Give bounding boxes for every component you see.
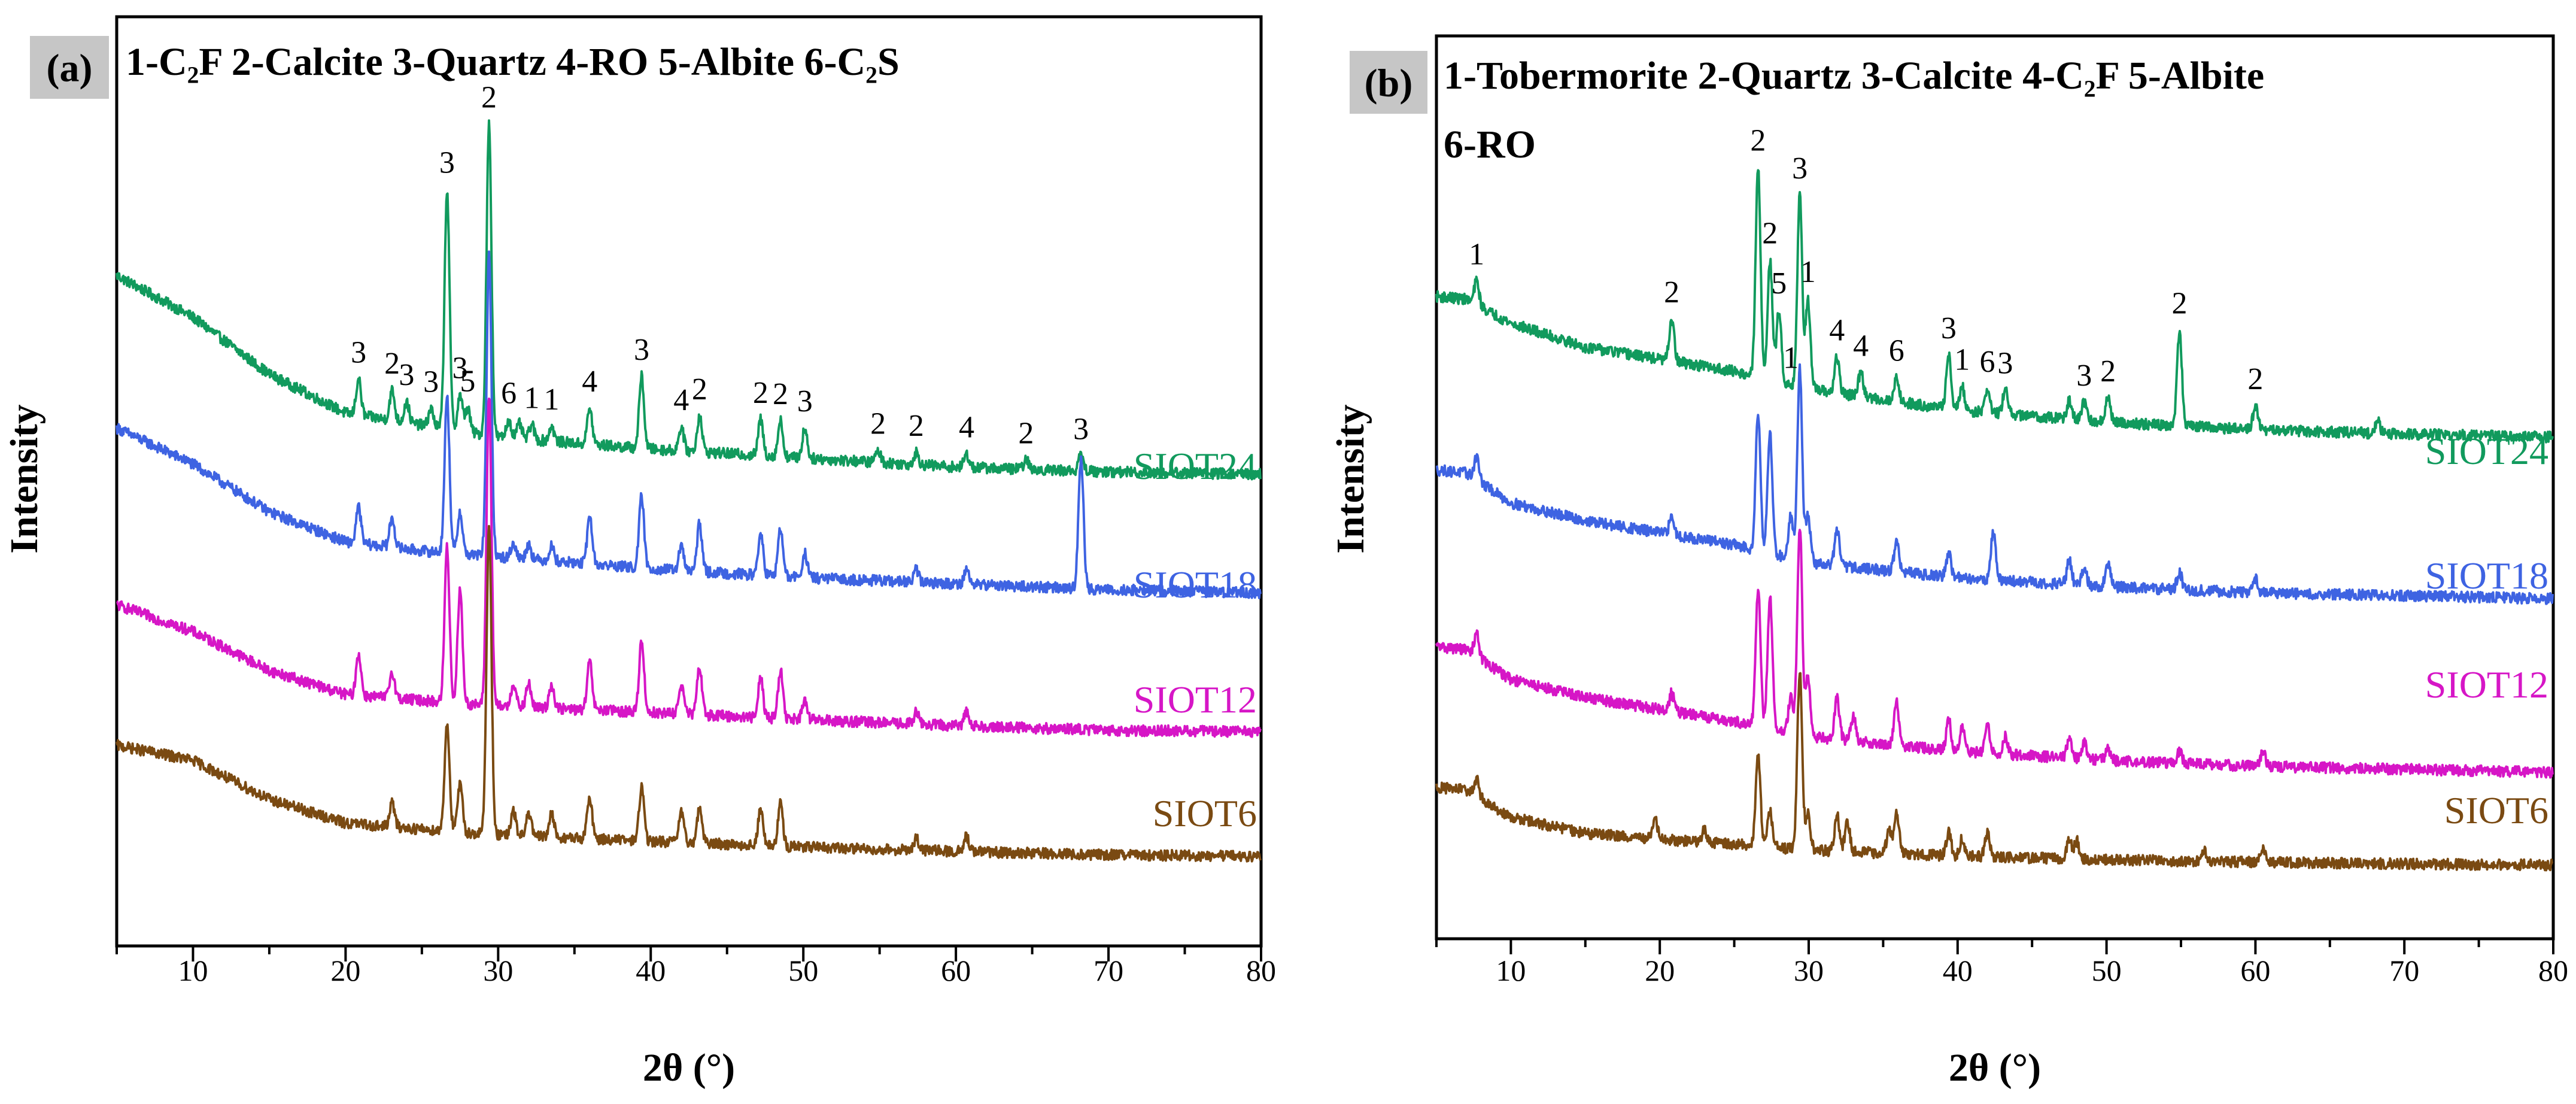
- x-tick-label: 10: [1496, 954, 1526, 987]
- peak-annotation: 3: [797, 384, 813, 418]
- series-line-siot6: [1435, 672, 2553, 872]
- x-tick-label: 70: [2389, 954, 2419, 987]
- peak-annotation: 1: [1469, 237, 1484, 271]
- x-tick-label: 50: [788, 954, 818, 987]
- series-label-siot12: SIOT12: [1134, 678, 1257, 721]
- x-tick-label: 30: [1794, 954, 1824, 987]
- x-tick-label: 80: [1246, 954, 1276, 987]
- series-line-siot18: [1435, 363, 2554, 605]
- peak-annotation: 1: [1800, 255, 1816, 289]
- peak-annotation: 4: [1829, 314, 1845, 348]
- series-line-siot18: [116, 250, 1262, 599]
- peak-annotation: 2: [692, 372, 707, 407]
- panel-a: 10 20 30 40 50 60 70 80 2θ (°) Intensity (a) 1-C₂F …: [2, 15, 1276, 1090]
- x-tick-label: 20: [1645, 954, 1675, 987]
- x-tick-label: 60: [941, 954, 971, 987]
- peak-annotation: 2: [1664, 275, 1679, 310]
- peak-annotation: 6: [1889, 334, 1904, 368]
- x-tick-label: 10: [178, 954, 208, 987]
- phase-legend-line: 1-C₂F 2-Calcite 3-Quartz 4-RO 5-Albite 6…: [126, 40, 900, 84]
- peak-annotation: 2: [2100, 354, 2116, 389]
- peak-annotation: 2: [1762, 216, 1778, 250]
- y-axis-label: Intensity: [2, 404, 46, 553]
- peak-annotation: 3: [439, 146, 455, 180]
- peak-annotation: 3: [2076, 359, 2092, 393]
- series-line-siot24: [116, 119, 1262, 481]
- x-tick-label: 40: [636, 954, 666, 987]
- plot-frame: [115, 15, 1263, 948]
- peak-annotation: 5: [1771, 266, 1787, 301]
- peak-annotation: 2: [773, 377, 788, 411]
- series-label-siot12: SIOT12: [2425, 663, 2548, 706]
- x-tick-label: 40: [1943, 954, 1973, 987]
- series-label-siot24: SIOT24: [2425, 430, 2548, 472]
- phase-legend-line: 1-Tobermorite 2-Quartz 3-Calcite 4-C₂F 5…: [1444, 54, 2264, 98]
- panel-tag-background: [1350, 51, 1427, 114]
- panel-tag: (b): [1365, 62, 1413, 105]
- peak-annotation: 5: [460, 365, 475, 399]
- series-line-siot12: [116, 398, 1262, 738]
- peak-annotation: 4: [673, 383, 689, 417]
- peak-annotation: 6: [1980, 345, 1995, 379]
- series-label-siot6: SIOT6: [1153, 792, 1257, 835]
- peak-annotation: 3: [1792, 151, 1808, 186]
- peak-annotation: 2: [384, 347, 400, 381]
- x-tick-label: 30: [483, 954, 513, 987]
- x-tick-label: 70: [1093, 954, 1123, 987]
- x-axis-label: 2θ (°): [643, 1046, 735, 1090]
- peak-annotation: 3: [452, 351, 468, 386]
- series-label-siot18: SIOT18: [1134, 563, 1257, 606]
- y-axis-label: Intensity: [1329, 404, 1372, 553]
- peak-annotation: 4: [582, 365, 597, 399]
- peak-annotation: 3: [634, 333, 649, 367]
- phase-legend-line: 6-RO: [1444, 123, 1536, 166]
- peak-annotation: 2: [2247, 362, 2263, 396]
- peak-annotation: 2: [753, 376, 768, 410]
- series-label-siot6: SIOT6: [2444, 789, 2548, 832]
- series-label-siot18: SIOT18: [2425, 554, 2548, 597]
- peak-annotation: 2: [1018, 417, 1034, 451]
- peak-annotation: 3: [1941, 311, 1957, 345]
- peak-annotation: 2: [909, 409, 924, 443]
- peak-annotation: 3: [351, 335, 366, 369]
- peak-annotation: 1: [544, 383, 560, 417]
- plot-frame: [1435, 34, 2555, 941]
- peak-annotation: 2: [481, 81, 497, 115]
- peak-annotation: 2: [1750, 124, 1766, 158]
- peak-annotation: 3: [423, 365, 439, 399]
- series-line-siot24: [1435, 169, 2554, 444]
- x-tick-label: 20: [330, 954, 360, 987]
- series-line-siot12: [1435, 529, 2554, 779]
- peak-annotation: 4: [1853, 329, 1869, 363]
- x-tick-label: 80: [2538, 954, 2568, 987]
- panel-tag-background: [30, 36, 109, 99]
- peak-annotation: 3: [1073, 413, 1089, 447]
- peak-annotation: 3: [1997, 346, 2013, 380]
- peak-annotation: 1: [1783, 341, 1799, 375]
- peak-annotation: 1: [524, 381, 539, 415]
- panel-b: 10 20 30 40 50 60 70 80 2θ (°) Intensity (b) 1-Tobe…: [1329, 34, 2568, 1090]
- x-tick-label: 50: [2092, 954, 2122, 987]
- peak-annotation: 1: [1954, 343, 1970, 377]
- x-axis: 10 20 30 40 50 60 70 80: [116, 946, 1276, 987]
- peak-annotation: 4: [959, 411, 974, 445]
- peak-annotation: 2: [870, 407, 886, 441]
- series-line-siot6: [116, 524, 1262, 863]
- series-label-siot24: SIOT24: [1134, 445, 1257, 487]
- x-tick-label: 60: [2240, 954, 2270, 987]
- panel-tag: (a): [47, 47, 93, 90]
- peak-annotation: 3: [399, 358, 414, 392]
- peak-annotation: 2: [2172, 286, 2188, 320]
- peak-annotation: 6: [501, 376, 517, 410]
- x-axis-label: 2θ (°): [1949, 1046, 2041, 1090]
- x-axis: 10 20 30 40 50 60 70 80: [1435, 939, 2568, 987]
